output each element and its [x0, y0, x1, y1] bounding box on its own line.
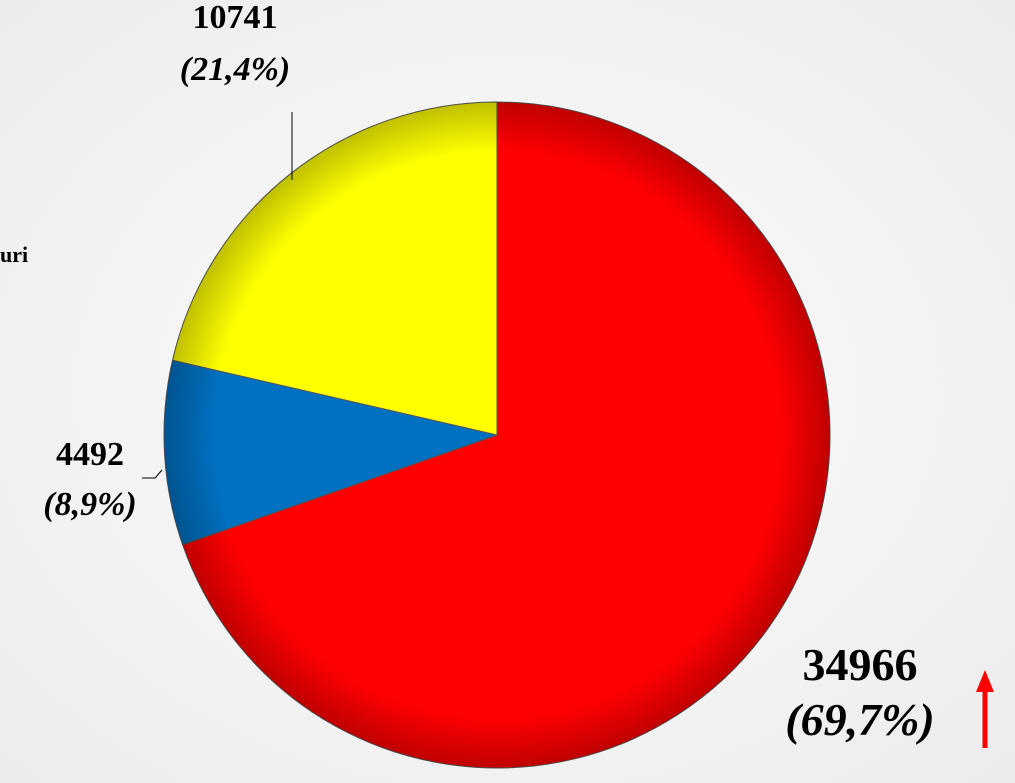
value-label: 34966 — [803, 639, 918, 690]
percentage-label: (69,7%) — [785, 694, 934, 745]
annotation: uri — [0, 242, 28, 267]
percentage-label: (21,4%) — [180, 51, 290, 88]
value-label: 10741 — [193, 0, 278, 36]
pie — [163, 101, 831, 769]
percentage-label: (8,9%) — [43, 486, 136, 523]
arrow-head — [976, 670, 994, 692]
value-label: 4492 — [56, 436, 124, 473]
leader-line — [142, 469, 163, 479]
